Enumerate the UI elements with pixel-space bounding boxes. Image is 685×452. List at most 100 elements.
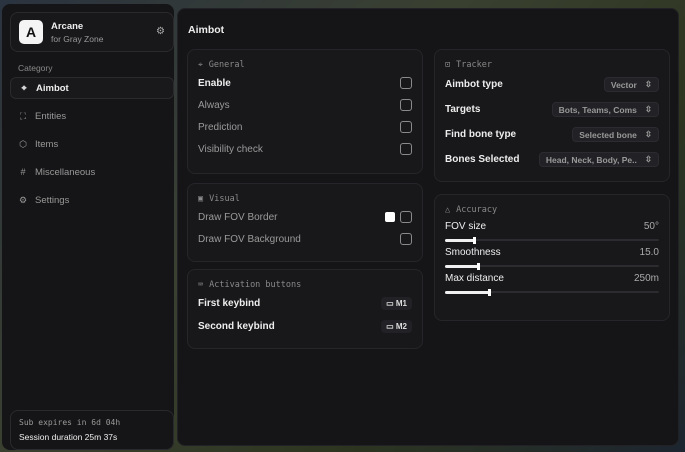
slider-thumb[interactable] [472, 237, 476, 244]
second-keybind-button[interactable]: ▭ M2 [381, 320, 412, 333]
key-label: M2 [395, 322, 407, 331]
slider-max-distance[interactable]: Max distance 250m [445, 273, 659, 296]
brand-name: Arcane [51, 21, 84, 32]
key-label: M1 [395, 299, 407, 308]
visibility-check-checkbox[interactable] [400, 143, 412, 155]
draw-fov-border-row[interactable]: Draw FOV Border [198, 206, 412, 228]
slider-track[interactable] [445, 237, 659, 244]
draw-fov-border-checkbox[interactable] [400, 211, 412, 223]
sidebar-item-label: Miscellaneous [35, 166, 96, 178]
prediction-row[interactable]: Prediction [198, 116, 412, 138]
slider-value: 15.0 [639, 247, 659, 258]
option-label: First keybind [198, 298, 261, 309]
slider-fov-size[interactable]: FOV size 50° [445, 221, 659, 244]
targets-select[interactable]: Bots, Teams, Coms ⇳ [551, 102, 659, 117]
sidebar-item-settings[interactable]: ⚙ Settings [10, 189, 174, 211]
keyboard-icon: ⌨ [198, 280, 204, 290]
first-keybind-row: First keybind ▭ M1 [198, 292, 412, 315]
targets-row: Targets Bots, Teams, Coms ⇳ [445, 97, 659, 122]
sidebar-item-label: Settings [35, 194, 70, 206]
option-label: Prediction [198, 121, 243, 133]
slider-track[interactable] [445, 263, 659, 270]
find-bone-type-select[interactable]: Selected bone ⇳ [572, 127, 659, 142]
main-panel: Aimbot ⌖ General Enable Always Prediction… [177, 8, 679, 446]
slider-thumb[interactable] [487, 289, 491, 296]
gear-icon: ⚙ [18, 194, 28, 205]
sidebar-item-label: Items [35, 138, 59, 150]
select-value: Selected bone [579, 129, 637, 140]
slider-value: 250m [633, 273, 659, 284]
sub-expires: Sub expires in 6d 04h [19, 418, 121, 427]
option-label: Bones Selected [445, 154, 520, 165]
hash-icon: # [20, 167, 26, 177]
aimbot-type-select[interactable]: Vector ⇳ [603, 77, 659, 92]
slider-label: Smoothness [445, 247, 501, 258]
sidebar-item-label: Entities [35, 110, 67, 122]
first-keybind-button[interactable]: ▭ M1 [381, 297, 412, 310]
enable-checkbox[interactable] [400, 77, 412, 89]
slider-thumb[interactable] [477, 263, 481, 270]
user-scan-icon: ⛶ [19, 110, 27, 121]
option-label: Draw FOV Background [198, 233, 301, 245]
option-label: Aimbot type [445, 79, 503, 90]
option-label: Visibility check [198, 143, 263, 155]
subscription-info: Sub expires in 6d 04h Session duration 2… [10, 410, 174, 450]
chevron-updown-icon: ⇳ [644, 79, 652, 89]
draw-fov-background-row[interactable]: Draw FOV Background [198, 228, 412, 250]
category-label: Category [18, 63, 53, 73]
sidebar-item-entities[interactable]: ⛶ Entities [10, 105, 174, 127]
general-card: ⌖ General Enable Always Prediction Visibi… [187, 49, 423, 174]
bones-selected-select[interactable]: Head, Neck, Body, Pe.. ⇳ [538, 152, 659, 167]
brand-card: A Arcane for Gray Zone ⚙ [10, 12, 174, 52]
brand-logo: A [19, 20, 43, 44]
aimbot-type-row: Aimbot type Vector ⇳ [445, 72, 659, 97]
brand-subtitle: for Gray Zone [51, 34, 104, 44]
slider-fill [445, 290, 490, 294]
accuracy-card: △ Accuracy FOV size 50° Smoothness 15.0 Max… [434, 194, 670, 321]
select-value: Bots, Teams, Coms [558, 104, 637, 115]
visibility-check-row[interactable]: Visibility check [198, 138, 412, 160]
option-label: Find bone type [445, 129, 517, 140]
chevron-updown-icon: ⇳ [644, 129, 652, 139]
slider-label: Max distance [445, 273, 504, 284]
session-duration: Session duration 25m 37s [19, 432, 118, 442]
activation-card: ⌨ Activation buttons First keybind ▭ M1 Se… [187, 269, 423, 349]
box-icon: ⬡ [19, 138, 27, 149]
slider-smoothness[interactable]: Smoothness 15.0 [445, 247, 659, 270]
card-title: Activation buttons [209, 280, 302, 290]
option-label: Enable [198, 77, 231, 89]
draw-fov-background-checkbox[interactable] [400, 233, 412, 245]
option-label: Targets [445, 104, 481, 115]
second-keybind-row: Second keybind ▭ M2 [198, 315, 412, 338]
chevron-updown-icon: ⇳ [644, 154, 652, 164]
slider-fill [445, 238, 475, 242]
slider-header: Max distance 250m [445, 273, 659, 284]
settings-gear-icon[interactable]: ⚙ [156, 26, 165, 37]
tracker-icon: ⊡ [445, 60, 451, 70]
slider-track[interactable] [445, 289, 659, 296]
slider-fill [445, 264, 480, 268]
crosshair-icon: ⌖ [21, 82, 27, 93]
chevron-updown-icon: ⇳ [644, 104, 652, 114]
color-swatch[interactable] [385, 212, 395, 222]
sidebar-item-miscellaneous[interactable]: # Miscellaneous [10, 161, 174, 183]
always-checkbox[interactable] [400, 99, 412, 111]
select-value: Head, Neck, Body, Pe.. [545, 154, 637, 165]
find-bone-type-row: Find bone type Selected bone ⇳ [445, 122, 659, 147]
slider-header: Smoothness 15.0 [445, 247, 659, 258]
sidebar-item-items[interactable]: ⬡ Items [10, 133, 174, 155]
prediction-checkbox[interactable] [400, 121, 412, 133]
option-label: Always [198, 99, 230, 111]
card-title: Accuracy [456, 205, 498, 215]
card-title: Tracker [456, 60, 492, 70]
always-row[interactable]: Always [198, 94, 412, 116]
card-title: Visual [209, 194, 240, 204]
tracker-card: ⊡ Tracker Aimbot type Vector ⇳ Targets Bots,… [434, 49, 670, 182]
crosshair-icon: ⌖ [198, 60, 203, 70]
visual-card: ▣ Visual Draw FOV Border Draw FOV Backgro… [187, 183, 423, 262]
enable-row[interactable]: Enable [198, 72, 412, 94]
sidebar-item-aimbot[interactable]: ⌖ Aimbot [10, 77, 174, 99]
bones-selected-row: Bones Selected Head, Neck, Body, Pe.. ⇳ [445, 147, 659, 172]
option-label: Draw FOV Border [198, 211, 278, 223]
page-title: Aimbot [188, 24, 225, 36]
